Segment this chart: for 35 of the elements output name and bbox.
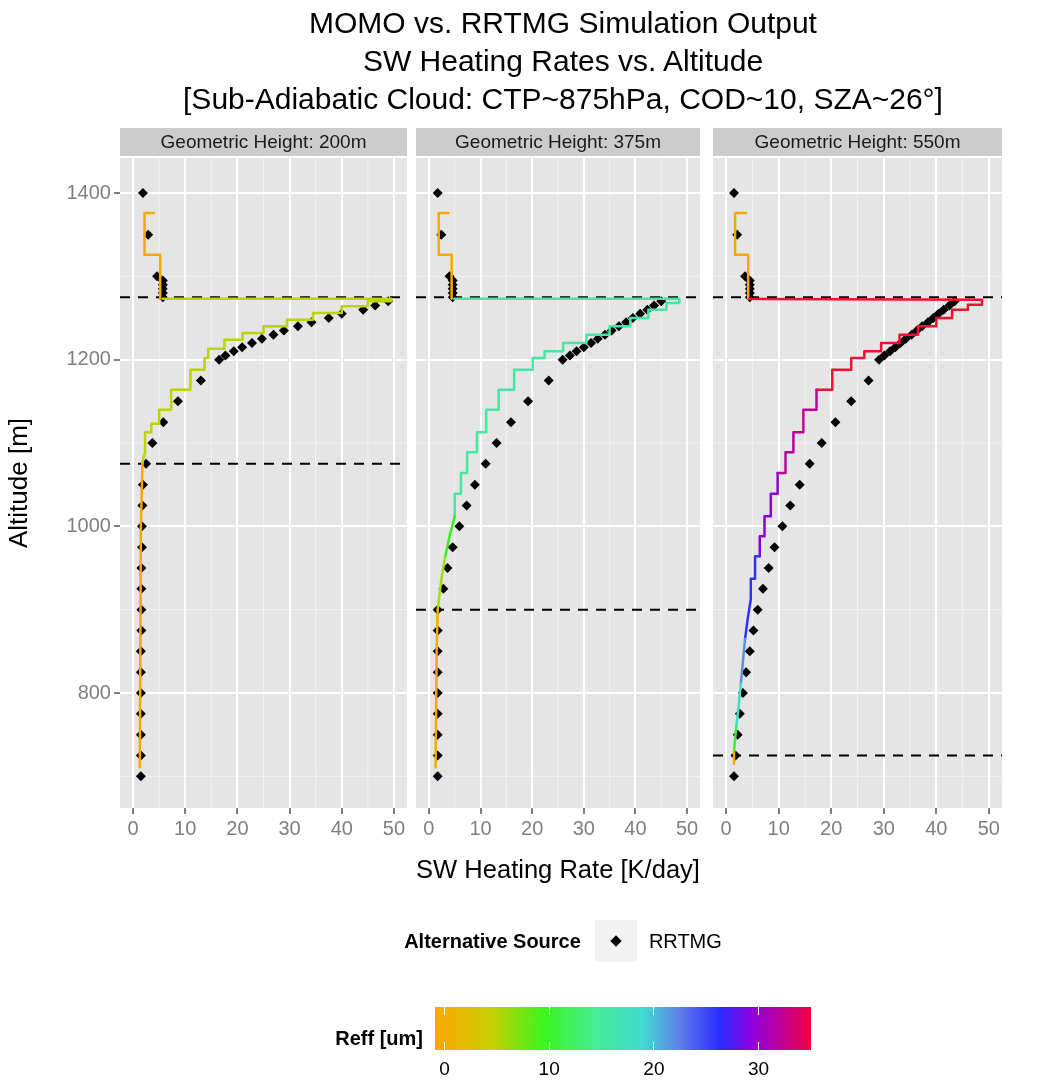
x-tick-label: 20: [820, 816, 843, 839]
chart-subtitle: Geometric Height: 375m: [455, 131, 661, 153]
text: MOMO vs. RRTMG Simulation Output SW Heating Rates vs. Altitude [Sub-Adiabatic Cloud: CTP~875hPa, COD~10, SZA~26°]: [182, 5, 944, 117]
legend-title: Alternative Source: [404, 929, 581, 953]
x-tick-label: 40: [330, 816, 353, 839]
color-bar-label: 30: [747, 1058, 771, 1080]
y-axis-title: Altitude [m]: [2, 417, 33, 549]
legend-label: RRTMG: [648, 929, 722, 953]
x-tick-label: 0: [127, 816, 139, 839]
chart-subtitle: Geometric Height: 550m: [754, 131, 961, 153]
x-tick-label: 40: [624, 816, 647, 839]
color-bar-title: Reff [um]: [334, 1027, 423, 1050]
x-tick-label: 50: [675, 816, 699, 839]
y-tick-label: 1400: [66, 180, 111, 203]
x-tick-label: 0: [423, 816, 435, 839]
y-tick-label: 800: [77, 680, 111, 703]
x-tick-label: 50: [382, 816, 406, 839]
x-tick-label: 30: [872, 816, 895, 839]
x-tick-label: 20: [226, 816, 249, 839]
x-tick-label: 40: [925, 816, 948, 839]
color-bar-label: 10: [537, 1058, 561, 1080]
y-tick-label: 1000: [66, 513, 111, 536]
x-tick-label: 10: [469, 816, 492, 839]
x-axis-title: SW Heating Rate [K/day]: [416, 854, 700, 883]
x-tick-label: 0: [720, 816, 732, 839]
x-tick-label: 20: [521, 816, 544, 839]
x-tick-label: 30: [278, 816, 301, 839]
color-bar-label: 0: [438, 1058, 451, 1080]
x-tick-label: 10: [767, 816, 790, 839]
y-tick-label: 1200: [66, 347, 111, 370]
x-tick-label: 30: [572, 816, 595, 839]
color-bar-label: 20: [642, 1058, 666, 1080]
x-tick-label: 10: [174, 816, 197, 839]
chart-subtitle: Geometric Height: 200m: [160, 131, 367, 153]
x-tick-label: 50: [977, 816, 1000, 839]
